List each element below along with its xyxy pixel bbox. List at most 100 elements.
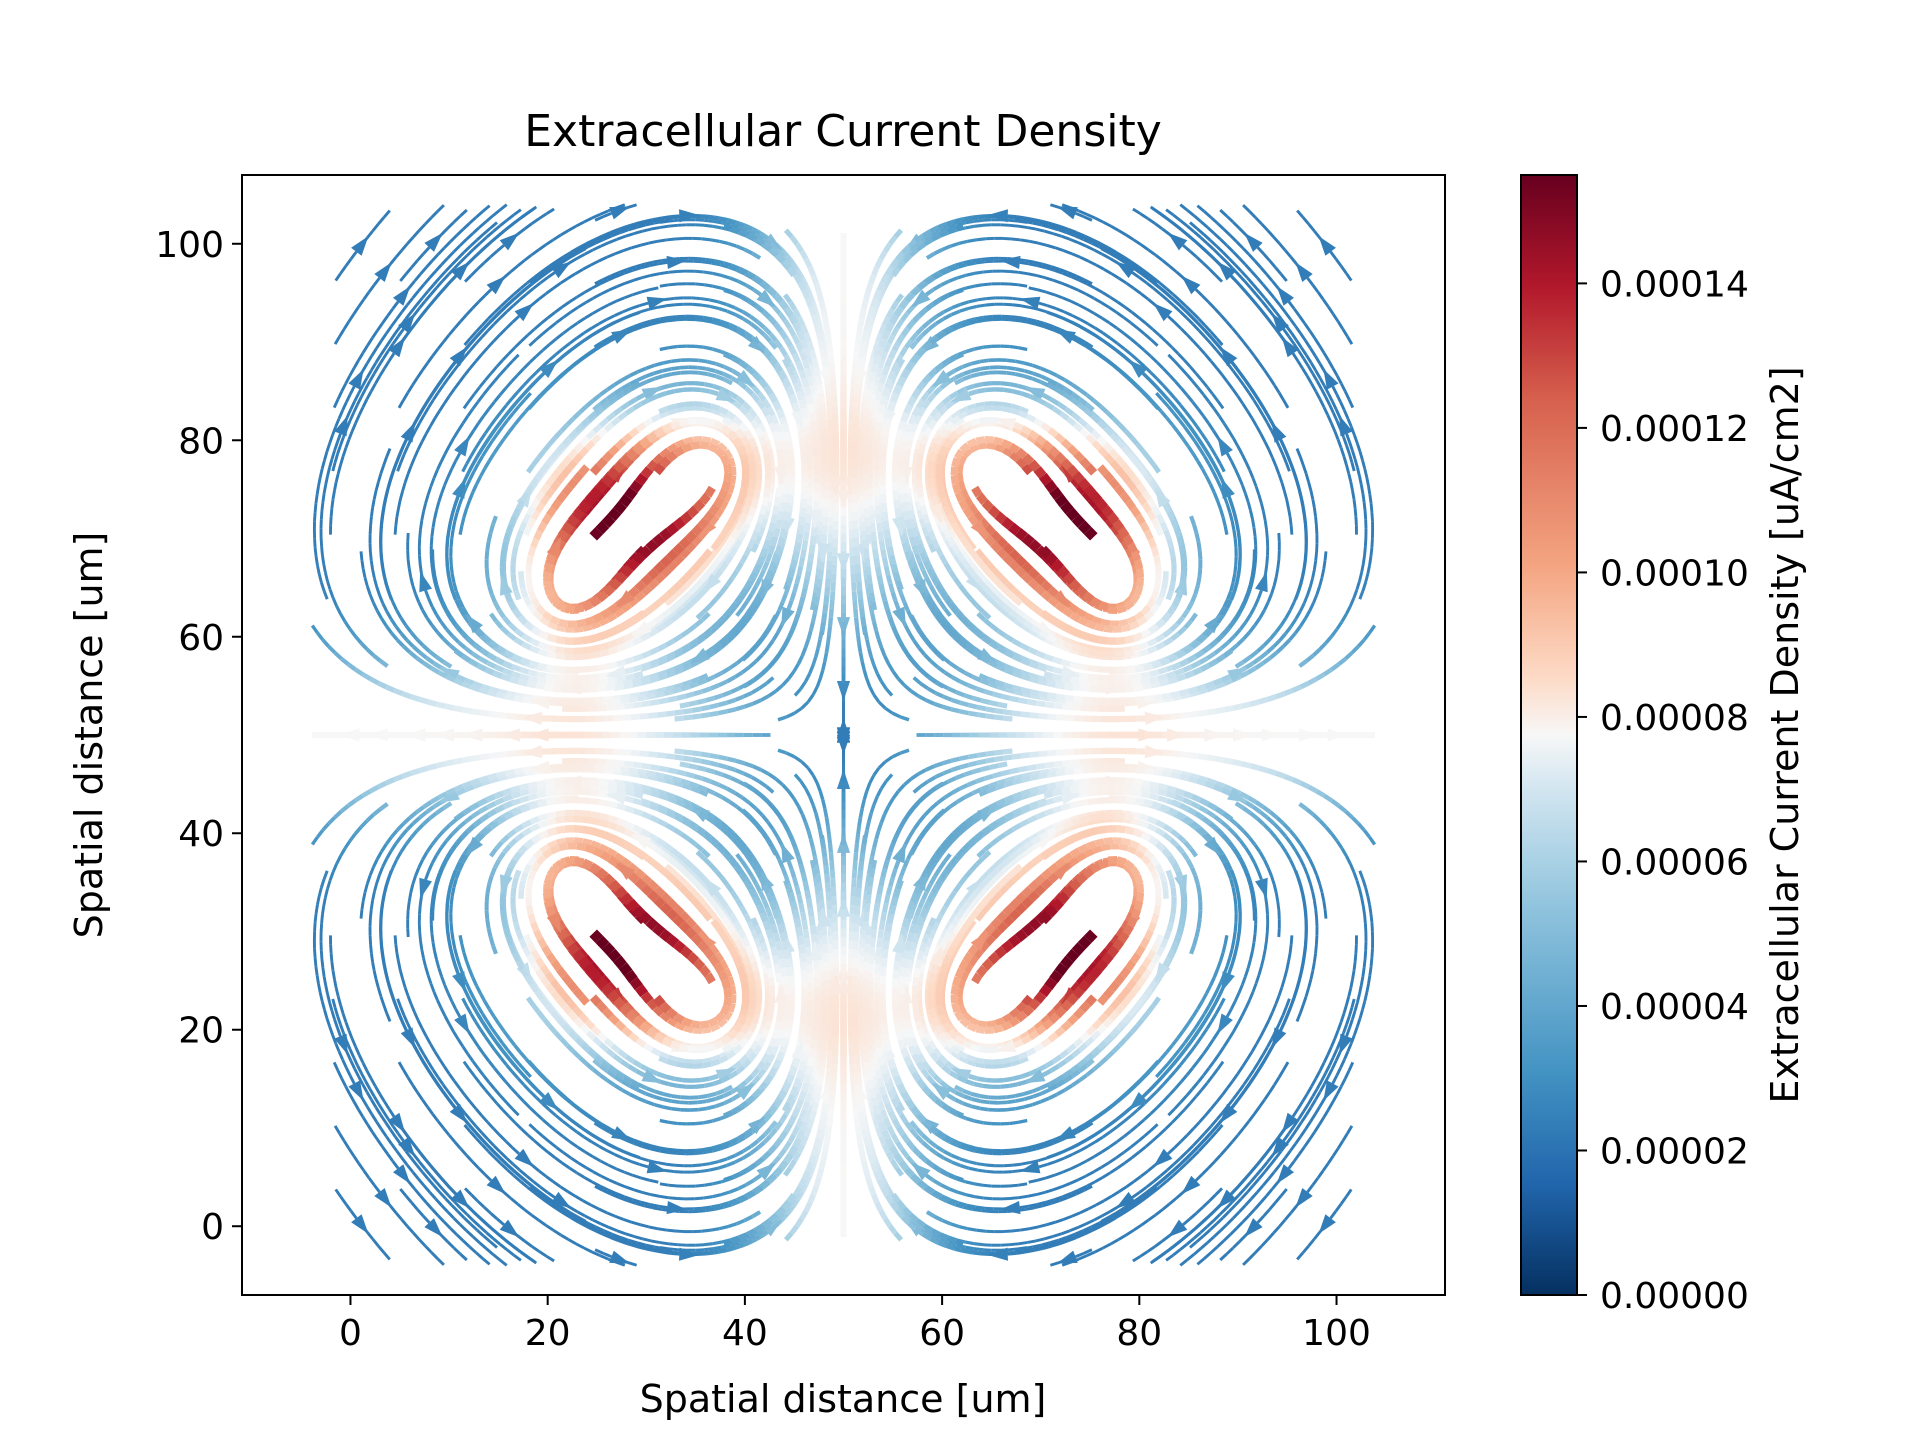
streamline-segment — [320, 914, 324, 924]
streamline-segment — [678, 1043, 689, 1052]
streamline-segment — [710, 540, 721, 552]
streamline-segment — [752, 1044, 763, 1055]
streamline-segment — [336, 1027, 342, 1037]
streamline-segment — [386, 342, 395, 352]
streamline-segment — [808, 1154, 817, 1165]
streamline-segment — [695, 1243, 705, 1247]
streamline-segment — [718, 406, 729, 416]
streamline-segment — [748, 999, 757, 1009]
streamline-segment — [694, 1121, 704, 1126]
streamline-segment — [313, 922, 317, 932]
streamline-segment — [814, 812, 820, 823]
streamline-segment — [529, 823, 540, 833]
streamline-segment — [537, 937, 548, 949]
streamline-segment — [653, 885, 666, 898]
streamline-segment — [526, 517, 537, 529]
streamline-segment — [413, 1188, 422, 1197]
streamline-segment — [400, 304, 409, 313]
streamline-segment — [469, 360, 478, 369]
streamline-segment — [560, 1233, 570, 1241]
streamline-segment — [333, 481, 338, 491]
streamline-segment — [406, 1225, 415, 1234]
streamline-segment — [678, 910, 691, 923]
streamline-segment — [684, 401, 694, 407]
streamline-segment — [706, 1104, 717, 1111]
streamline-segment — [462, 222, 471, 231]
streamline-segment — [416, 1091, 424, 1101]
streamline-segment — [600, 607, 612, 619]
streamline-segment — [356, 396, 363, 406]
streamline-segment — [485, 1231, 495, 1240]
streamline-segment — [607, 815, 619, 824]
streamline-segment — [725, 923, 736, 934]
streamline-segment — [798, 863, 805, 874]
streamline-segment — [361, 1116, 369, 1126]
streamline-segment — [709, 1166, 719, 1172]
streamline-segment — [384, 489, 390, 499]
streamline-segment — [504, 866, 512, 877]
streamline-segment — [678, 884, 689, 896]
streamline-segment — [584, 616, 596, 626]
streamline-segment — [397, 499, 402, 509]
streamline-segment — [394, 516, 399, 526]
streamline-segment — [653, 369, 664, 376]
streamline-segment — [712, 1245, 722, 1251]
streamline-segment — [412, 229, 421, 239]
streamline-segment — [701, 237, 711, 242]
streamline-segment — [529, 645, 540, 654]
streamline-segment — [492, 1127, 501, 1137]
streamline-segment — [801, 1170, 811, 1181]
streamline-segment — [607, 785, 618, 794]
streamline-segment — [482, 227, 492, 236]
streamline-segment — [357, 298, 365, 308]
streamline-segment — [502, 927, 511, 938]
streamline-segment — [701, 910, 713, 922]
streamline-segment — [616, 234, 626, 241]
streamline-segment — [463, 245, 472, 254]
streamline-segment — [361, 377, 369, 387]
streamline-segment — [498, 1258, 508, 1267]
streamline-segment — [443, 240, 452, 250]
streamline-segment — [764, 981, 772, 991]
streamline-segment — [616, 643, 627, 653]
streamline-segment — [511, 581, 519, 592]
streamline-segment — [330, 961, 335, 971]
streamline-segment — [595, 457, 608, 470]
streamline-segment — [813, 1049, 821, 1060]
streamline-segment — [608, 1226, 618, 1233]
streamline-segment — [419, 266, 428, 276]
streamline-segment — [546, 798, 556, 806]
streamline-segment — [711, 1147, 722, 1153]
streamline-segment — [670, 1040, 681, 1050]
streamline-segment — [770, 536, 779, 547]
streamline-segment — [812, 959, 820, 970]
streamline-segment — [671, 370, 681, 376]
streamline-segment — [698, 1106, 708, 1112]
streamline-segment — [561, 455, 573, 466]
streamline-segment — [323, 1009, 329, 1019]
streamline-segment — [444, 263, 453, 273]
streamline-segment — [322, 897, 327, 907]
streamline-segment — [801, 454, 809, 464]
streamline-segment — [572, 452, 584, 465]
streamline-segment — [696, 765, 707, 772]
streamline-segment — [589, 994, 602, 1007]
streamline-segment — [659, 1194, 669, 1200]
streamline-segment — [592, 612, 604, 623]
streamline-segment — [566, 999, 578, 1011]
streamline-segment — [659, 1182, 669, 1187]
streamline-segment — [696, 257, 706, 261]
streamline-segment — [516, 1202, 526, 1211]
streamline-segment — [452, 878, 458, 888]
streamline-segment — [664, 216, 674, 221]
streamline-segment — [633, 229, 643, 235]
streamline-segment — [379, 1113, 387, 1124]
streamline-segment — [530, 949, 541, 961]
streamline-segment — [365, 1091, 373, 1101]
streamline-segment — [523, 863, 533, 875]
streamline-segment — [752, 970, 761, 981]
streamline-segment — [733, 1021, 744, 1033]
streamline-segment — [369, 1077, 377, 1088]
streamline-segment — [350, 1038, 357, 1048]
streamline-segment — [748, 981, 757, 991]
